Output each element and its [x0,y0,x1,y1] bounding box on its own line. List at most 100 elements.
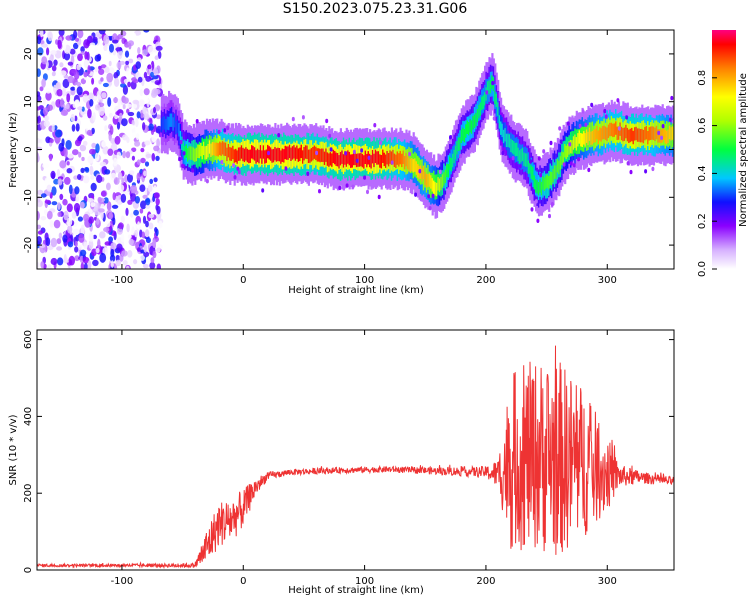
noise-blob [83,39,90,49]
ridge-cell [217,143,220,157]
ridge-cell [593,129,596,143]
noise-blob [82,93,89,103]
noise-blob [120,83,127,88]
ridge-cell [185,144,188,158]
ridge-cell [568,141,571,155]
ridge-cell [437,177,440,191]
ridge-cell [245,147,248,161]
noise-blob [153,185,157,193]
ridge-cell [495,93,498,108]
noise-blob [57,211,62,217]
ridge-cell [536,180,539,194]
noise-blob [76,86,83,96]
spectrogram-x-tick-label: 200 [476,275,495,286]
ridge-cell [201,145,204,160]
ridge-cell [187,148,190,162]
noise-blob [91,248,97,257]
ridge-cell [286,146,289,160]
ridge-cell [259,145,262,159]
scatter-blob [562,162,566,167]
noise-blob [73,71,80,80]
ridge-cell [457,137,460,151]
ridge-cell [313,145,316,159]
scatter-blob [657,130,661,136]
noise-blob [87,65,91,75]
ridge-cell [620,126,624,141]
ridge-cell [296,145,299,159]
noise-blob [80,46,85,53]
noise-blob [122,104,126,110]
ridge-cell [551,172,554,186]
scatter-blob [360,148,364,153]
ridge-cell [517,147,520,162]
scatter-blob [536,218,540,223]
scatter-blob [408,151,412,157]
ridge-cell [390,151,393,165]
noise-blob [145,75,152,82]
noise-blob [66,203,73,213]
noise-blob [132,132,137,138]
noise-blob [115,259,121,267]
noise-blob [49,119,57,126]
ridge-cell [173,113,177,128]
noise-blob [153,192,160,199]
scatter-blob [661,124,665,129]
noise-blob [83,213,90,222]
noise-blob [73,175,79,180]
ridge-cell [583,131,586,145]
ridge-cell [325,148,328,162]
ridge-cell [411,157,414,172]
noise-blob [112,192,116,201]
ridge-cell [169,113,172,127]
ridge-cell [399,150,402,165]
noise-blob [74,115,78,122]
noise-blob [63,132,68,138]
ridge-cell [446,163,449,178]
spectrogram-y-tick-label: -10 [23,189,34,205]
noise-blob [89,99,94,107]
noise-blob [42,163,50,169]
ridge-cell [433,180,436,194]
noise-blob [76,64,81,71]
noise-blob [68,184,73,195]
noise-blob [77,174,82,180]
scatter-blob [549,140,553,146]
ridge-cell [617,126,621,140]
noise-blob [92,234,97,240]
scatter-blob [617,126,621,131]
ridge-cell [502,129,506,144]
ridge-cell [520,148,523,163]
noise-blob [41,43,48,48]
scatter-blob [223,128,227,133]
ridge-cell [237,147,241,161]
ridge-cell [587,131,590,146]
noise-blob [121,177,125,185]
scatter-blob [318,189,321,194]
ridge-cell [498,115,501,129]
noise-blob [45,91,52,101]
noise-blob [116,61,122,69]
ridge-cell [344,151,347,165]
scatter-blob [267,150,270,156]
colorbar-gradient [712,30,736,269]
noise-blob [139,89,143,97]
ridge-cell [307,149,310,163]
noise-blob [50,257,58,266]
scatter-blob [363,175,367,180]
noise-blob [37,138,41,144]
noise-blob [151,135,157,143]
ridge-cell [539,179,542,193]
noise-blob [73,30,78,40]
ridge-cell [549,171,552,185]
ridge-cell [441,174,444,188]
noise-blob [37,36,42,45]
ridge-cell [253,147,257,161]
ridge-cell [639,129,642,143]
noise-blob [158,220,163,229]
ridge-cell [497,102,500,116]
noise-blob [112,39,119,44]
noise-blob [70,86,76,91]
snr-y-tick-label: 0 [23,567,34,573]
scatter-blob [569,161,573,166]
noise-blob [126,223,130,233]
